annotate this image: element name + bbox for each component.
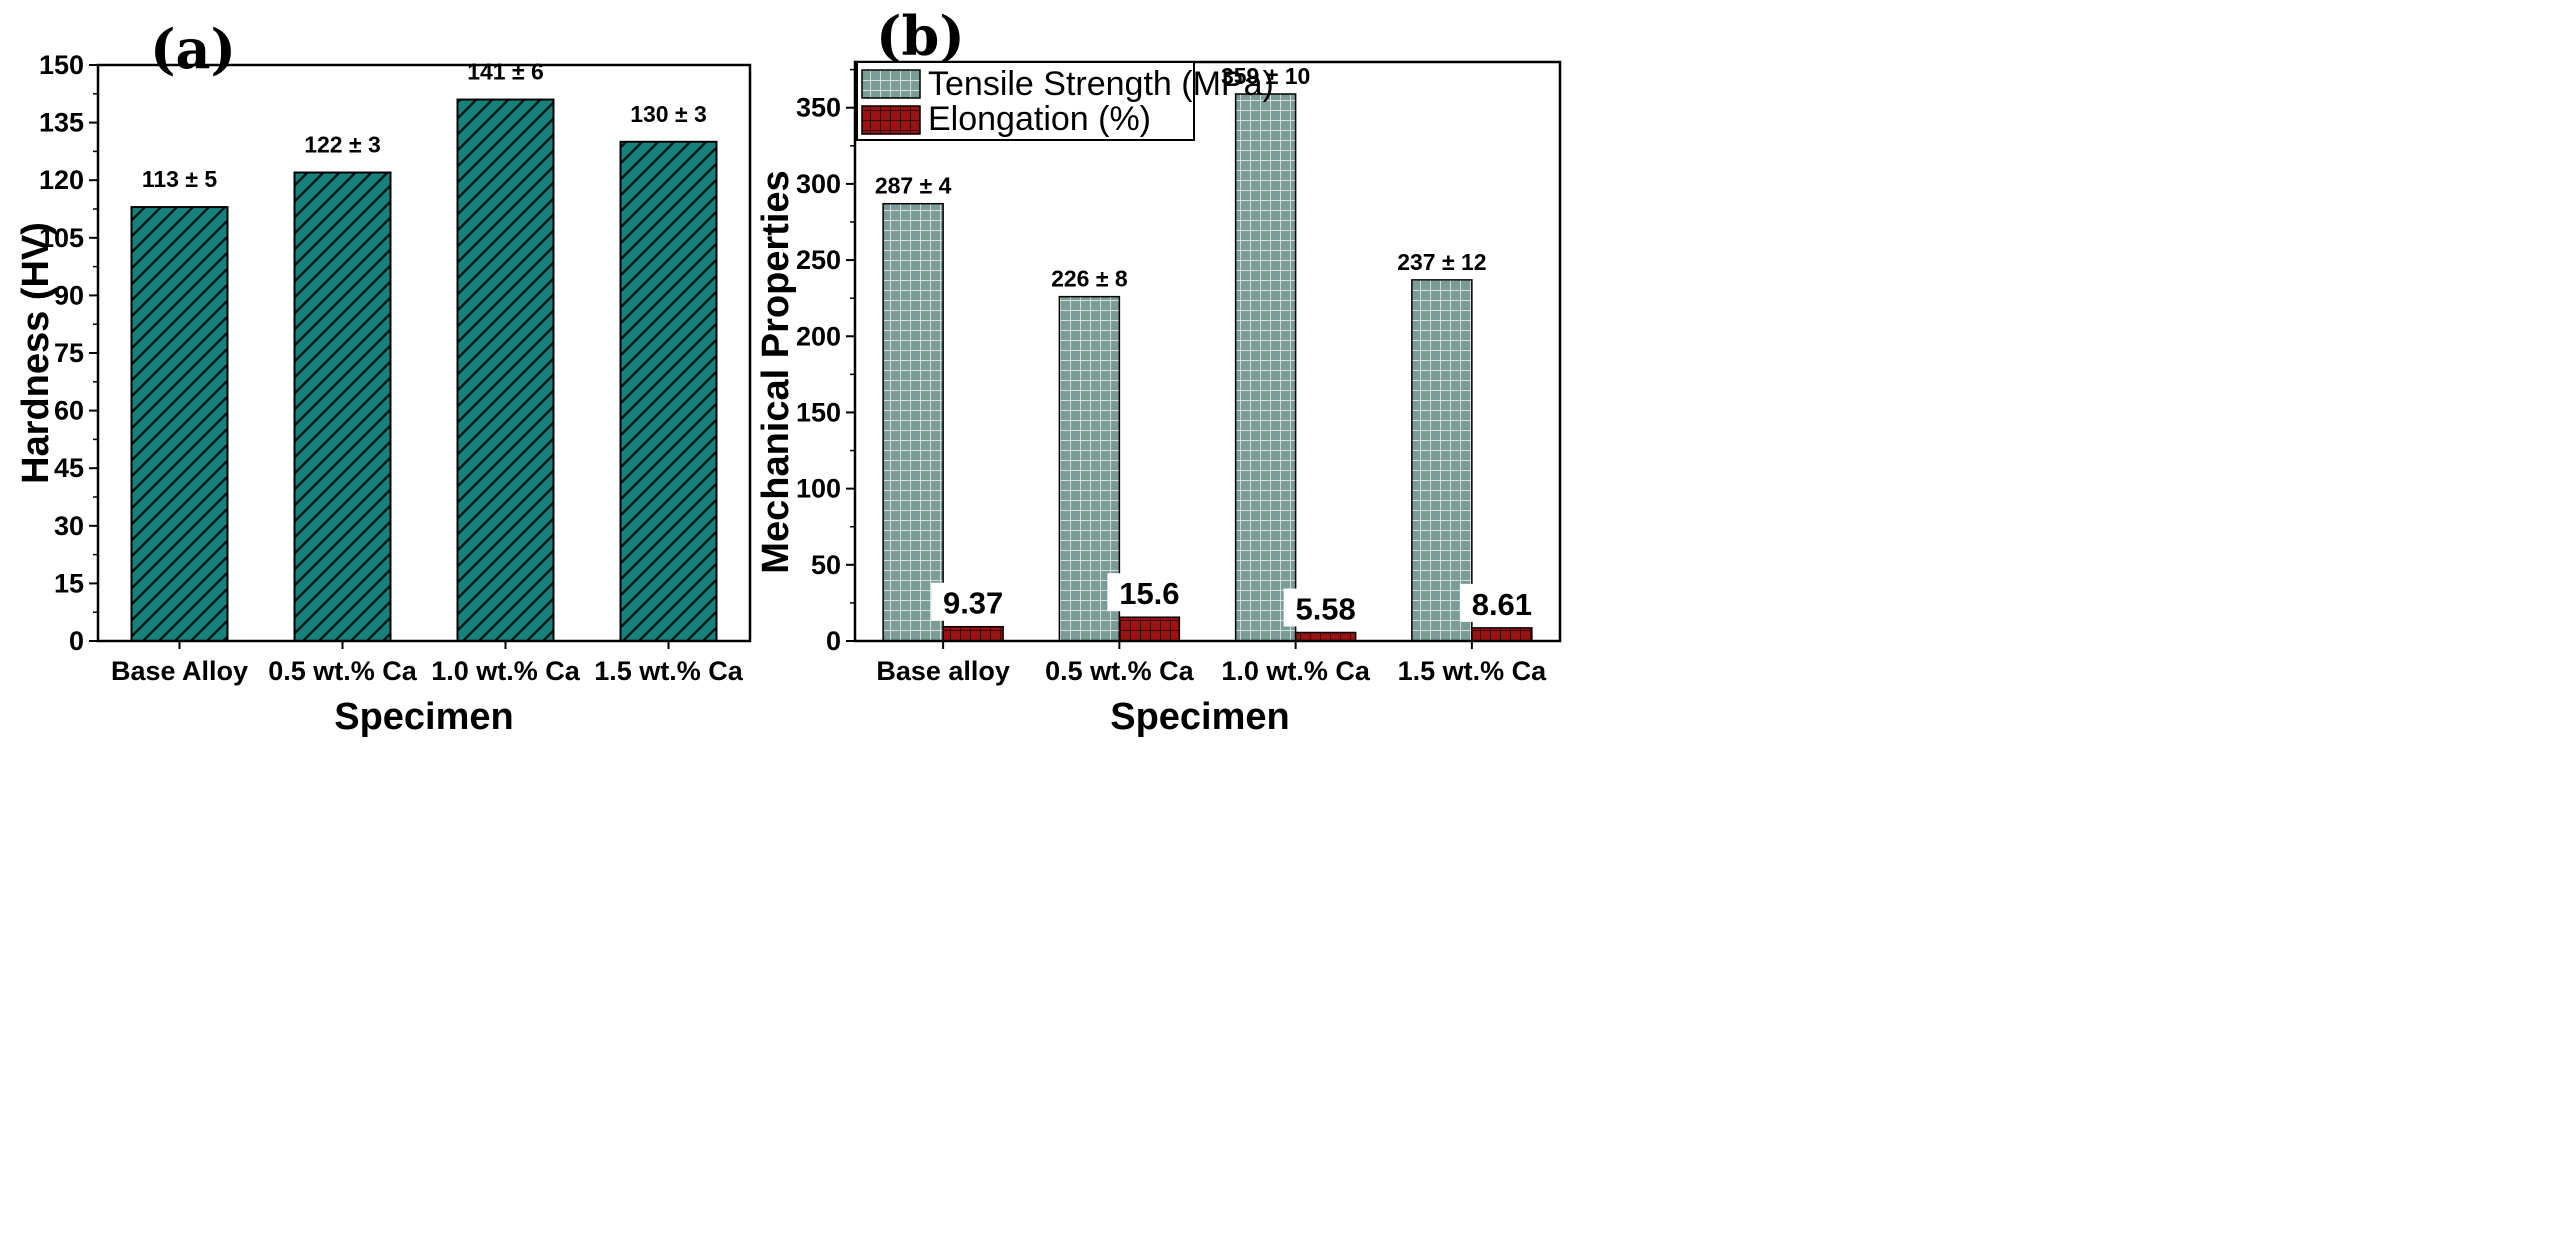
- panel-b-data-label-elongation: 5.58: [1295, 591, 1355, 626]
- panel-b-data-label-tensile: 287 ± 4: [875, 173, 952, 199]
- panel-a-x-tick-label: 0.5 wt.% Ca: [268, 656, 418, 686]
- panel-b-data-label-bg: [931, 582, 1016, 621]
- panel-b-y-tick-label: 300: [796, 169, 841, 199]
- panel-a-x-tick-label: 1.5 wt.% Ca: [594, 656, 744, 686]
- panel-a-y-tick-label: 120: [39, 165, 84, 195]
- panel-b-y-tick-label: 250: [796, 245, 841, 275]
- panel-b-data-label-tensile: 226 ± 8: [1051, 266, 1128, 292]
- panel-a-data-label-bg: [608, 95, 729, 130]
- legend-swatch-elongation: [861, 105, 921, 135]
- panel-b-x-tick-label: 1.5 wt.% Ca: [1398, 656, 1548, 686]
- panel-b-data-label-bg: [853, 167, 974, 200]
- panel-b-bar-tensile: [882, 202, 944, 642]
- panel-a-y-tick-label: 45: [54, 453, 84, 483]
- panel-a-data-label-bg: [282, 126, 403, 161]
- panel-a-data-label-bg: [119, 161, 240, 196]
- panel-b-plot-frame: [853, 60, 1562, 643]
- panel-b-data-label-elongation: 15.6: [1119, 576, 1179, 611]
- panel-b-data-label-bg: [1029, 260, 1150, 293]
- panel-b-y-tick-label: 350: [796, 93, 841, 123]
- panel-a-data-label: 113 ± 5: [142, 166, 218, 192]
- panel-a-bar: [130, 206, 229, 643]
- panel-b-data-label-elongation: 8.61: [1472, 587, 1532, 622]
- panel-b-y-tick-label: 150: [796, 397, 841, 427]
- panel-a-x-tick-label: 1.0 wt.% Ca: [431, 656, 581, 686]
- panel-b-x-tick-label: 0.5 wt.% Ca: [1045, 656, 1195, 686]
- panel-b-data-label-bg: [1459, 583, 1544, 622]
- panel-a-title: (a): [150, 17, 236, 81]
- panel-b-bar-elongation: [1118, 616, 1181, 642]
- panel-b-y-tick-label: 0: [826, 626, 841, 656]
- panel-a-y-tick-label: 60: [54, 396, 84, 426]
- panel-a-y-tick-label: 150: [39, 50, 84, 80]
- panel-b-data-label-bg: [1205, 57, 1326, 90]
- panel-b-data-label-bg: [1107, 573, 1192, 612]
- panel-a-data-label: 130 ± 3: [630, 101, 707, 127]
- panel-b-y-tick-label: 100: [796, 474, 841, 504]
- panel-a-y-tick-label: 30: [54, 511, 84, 541]
- panel-a-y-tick-label: 0: [69, 626, 84, 656]
- panel-b-y-axis-label: Mechanical Properties: [755, 170, 797, 573]
- panel-a-y-tick-label: 15: [54, 568, 84, 598]
- panel-b-bar-elongation: [1294, 631, 1357, 642]
- panel-a-x-axis-label: Specimen: [334, 696, 514, 738]
- panel-a-bar: [293, 171, 392, 643]
- panel-a-y-axis-label: Hardness (HV): [15, 222, 57, 484]
- panel-b-x-axis-label: Specimen: [1110, 696, 1290, 738]
- panel-a-y-tick-label: 90: [54, 280, 84, 310]
- panel-a-hardness-chart: (a) 113 ± 5 122 ± 3 141 ± 6 130 ± 3 0 15 30 45…: [15, 17, 752, 738]
- panel-b-bar-elongation: [942, 625, 1004, 642]
- panel-b-data-label-bg: [1381, 243, 1502, 276]
- panel-b-title: (b): [876, 4, 965, 68]
- panel-b-x-tick-label: Base alloy: [876, 656, 1010, 686]
- panel-a-data-label: 141 ± 6: [467, 59, 544, 85]
- panel-b-bar-tensile: [1411, 279, 1473, 642]
- panel-a-bar: [456, 98, 555, 642]
- panel-a-y-tick-label: 75: [54, 338, 84, 368]
- panel-b-data-label-tensile: 359 ± 10: [1221, 63, 1310, 89]
- panel-b-bar-tensile: [1234, 93, 1297, 642]
- panel-a-y-tick-label: 105: [39, 223, 84, 253]
- panel-a-bar: [619, 140, 718, 643]
- panel-b-data-label-elongation: 9.37: [943, 586, 1003, 621]
- legend-label-tensile: Tensile Strength (MPa): [928, 65, 1274, 103]
- legend-label-elongation: Elongation (%): [928, 100, 1151, 138]
- panel-b-data-label-bg: [1283, 588, 1368, 627]
- panel-b-x-tick-label: 1.0 wt.% Ca: [1221, 656, 1371, 686]
- panel-a-data-label-bg: [445, 53, 566, 88]
- panel-b-mechanical-chart: (b) 287 ± 4 9.37 226 ± 8 15.6 359 ± 10 5.58 23…: [755, 4, 1562, 738]
- panel-b-y-tick-label: 200: [796, 321, 841, 351]
- panel-b-bar-elongation: [1471, 627, 1533, 642]
- panel-b-legend: Tensile Strength (MPa) Elongation (%): [856, 61, 1274, 141]
- panel-b-y-tick-label: 50: [811, 550, 841, 580]
- panel-a-y-tick-label: 135: [39, 108, 84, 138]
- panel-a-data-label: 122 ± 3: [304, 132, 381, 158]
- legend-swatch-tensile: [861, 69, 921, 99]
- panel-b-data-label-tensile: 237 ± 12: [1397, 249, 1486, 275]
- panel-a-x-tick-label: Base Alloy: [111, 656, 248, 686]
